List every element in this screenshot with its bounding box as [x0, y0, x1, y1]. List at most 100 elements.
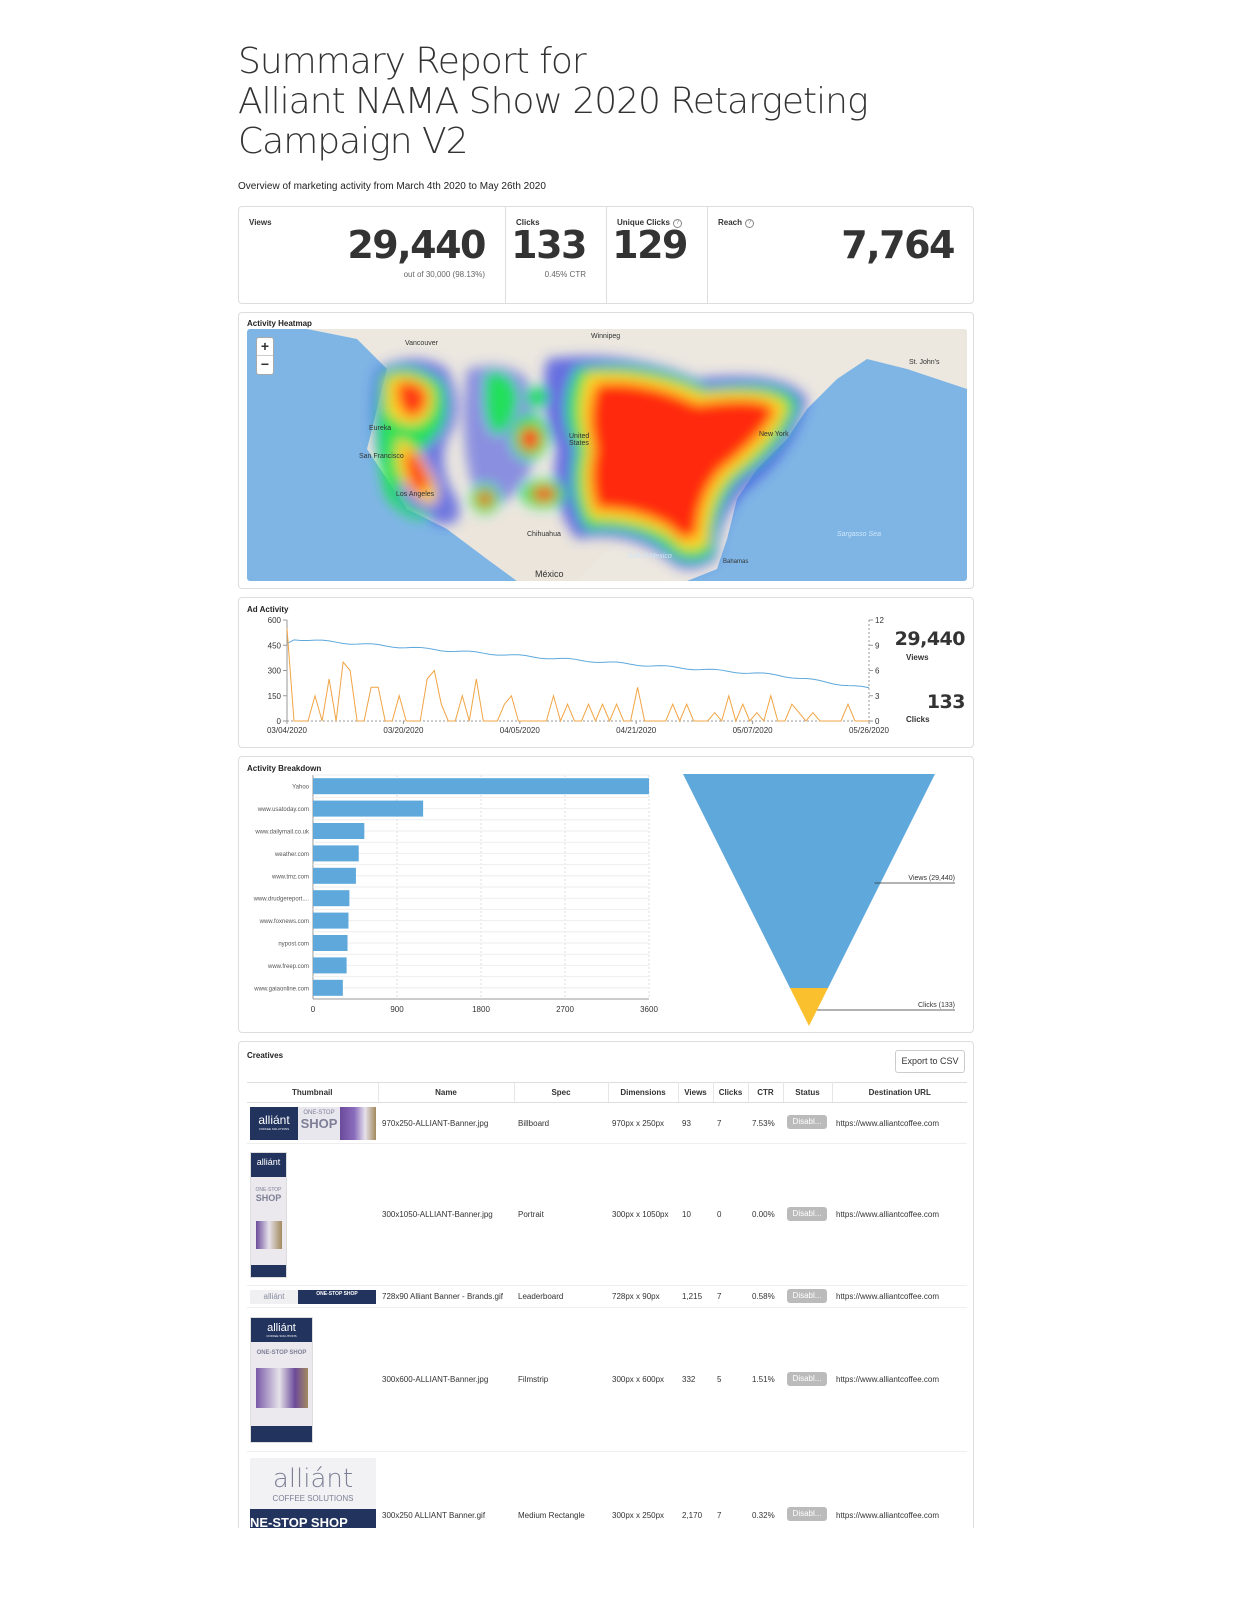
bar: [313, 823, 365, 839]
creative-dimensions: 300px x 1050px: [608, 1143, 678, 1286]
creative-spec: Billboard: [514, 1102, 608, 1144]
funnel-clicks-segment: [790, 988, 828, 1026]
clicks-line: [286, 628, 869, 723]
thumb-brand-panel: alliánt: [251, 1152, 286, 1177]
creative-thumbnail[interactable]: alliánt ONE-STOP SHOP: [250, 1151, 287, 1278]
report-subtitle: Overview of marketing activity from Marc…: [238, 181, 546, 192]
creative-clicks: 7: [713, 1285, 748, 1308]
column-header[interactable]: Name: [378, 1082, 515, 1103]
column-header[interactable]: Destination URL: [832, 1082, 967, 1103]
destination-url[interactable]: https://www.alliantcoffee.com: [832, 1102, 967, 1144]
land-shape-east: [857, 329, 967, 389]
ad-views-label: Views: [906, 653, 929, 662]
column-header[interactable]: Status: [783, 1082, 833, 1103]
x-tick-label: 03/20/2020: [383, 726, 424, 735]
x-tick-label: 0: [311, 1005, 316, 1014]
status-badge[interactable]: Disabl...: [787, 1206, 827, 1221]
map-label: Bahamas: [723, 559, 749, 565]
title-line-2: Alliant NAMA Show 2020 Retargeting: [238, 81, 869, 122]
bar-label: www.foxnews.com: [259, 919, 309, 925]
thumb-brand: alliánt: [258, 1112, 290, 1127]
thumb-brand: alliánt: [250, 1289, 298, 1304]
table-row[interactable]: alliánt COFFEE SOLUTIONS ONE-STOP SHOP 9…: [247, 1102, 967, 1144]
creative-thumbnail[interactable]: alliánt COFFEE SOLUTIONS ONE-STOP SHOP: [250, 1106, 376, 1140]
thumb-shop: SHOP: [255, 1192, 282, 1203]
help-icon[interactable]: ?: [745, 219, 755, 228]
thumb-brand-panel: alliánt COFFEE SOLUTIONS: [250, 1458, 376, 1503]
status-badge[interactable]: Disabl...: [787, 1371, 827, 1386]
creative-thumbnail[interactable]: alliánt ONE-STOP SHOP: [250, 1289, 376, 1304]
creative-name: 300x250 ALLIANT Banner.gif: [378, 1451, 514, 1528]
column-header[interactable]: Dimensions: [608, 1082, 679, 1103]
bar: [313, 778, 649, 795]
thumbnail-cell: alliánt COFFEE SOLUTIONS ONE-STOP SHOP: [247, 1102, 378, 1144]
table-row[interactable]: alliánt COFFEE SOLUTIONS NE-STOP SHOP 30…: [247, 1451, 967, 1528]
thumb-shop-panel: ONE-STOP SHOP: [298, 1106, 340, 1140]
map-label: México: [535, 569, 564, 579]
table-row[interactable]: alliánt COFFEE SOLUTIONS ONE-STOP SHOP 3…: [247, 1307, 967, 1452]
bar-label: www.drudgereport....: [253, 897, 310, 903]
thumb-product-image: [340, 1106, 376, 1140]
status-cell: Disabl...: [783, 1285, 832, 1308]
funnel-views-label: Views (29,440): [908, 875, 955, 882]
map-canvas: [307, 329, 967, 581]
thumb-shop: SHOP: [300, 1115, 338, 1131]
map-label: St. John's: [909, 359, 940, 366]
destination-url[interactable]: https://www.alliantcoffee.com: [832, 1307, 967, 1452]
creative-clicks: 7: [713, 1102, 748, 1144]
bar-label: www.tmz.com: [271, 874, 309, 880]
map-label: San Francisco: [359, 453, 404, 460]
thumb-product-image: [255, 1367, 308, 1408]
thumb-brand-sub: COFFEE SOLUTIONS: [258, 1126, 290, 1131]
heatmap-map[interactable]: + − Vancouver Winnipeg Eureka San Franci…: [247, 329, 967, 581]
zoom-in-button[interactable]: +: [257, 338, 273, 356]
creative-name: 300x1050-ALLIANT-Banner.jpg: [378, 1143, 514, 1286]
unique-clicks-stat: Unique Clicks? 129: [607, 207, 708, 303]
zoom-out-button[interactable]: −: [260, 356, 270, 372]
bar-label: www.freep.com: [267, 964, 309, 970]
y-tick-label: 150: [268, 692, 282, 701]
status-badge[interactable]: Disabl...: [787, 1115, 827, 1129]
destination-url[interactable]: https://www.alliantcoffee.com: [832, 1451, 967, 1528]
thumb-one-stop-shop: NE-STOP SHOP: [250, 1509, 376, 1528]
status-badge[interactable]: Disabl...: [787, 1288, 827, 1303]
y2-tick-label: 9: [875, 641, 880, 650]
map-label: Chihuahua: [527, 531, 561, 538]
status-badge[interactable]: Disabl...: [787, 1507, 827, 1521]
creative-thumbnail[interactable]: alliánt COFFEE SOLUTIONS ONE-STOP SHOP: [250, 1316, 313, 1443]
bar: [313, 935, 348, 951]
map-label: Vancouver: [405, 340, 438, 347]
creative-spec: Filmstrip: [514, 1307, 608, 1452]
destination-url[interactable]: https://www.alliantcoffee.com: [832, 1143, 967, 1286]
creative-thumbnail[interactable]: alliánt COFFEE SOLUTIONS NE-STOP SHOP: [250, 1458, 376, 1528]
column-header[interactable]: CTR: [748, 1082, 784, 1103]
export-csv-button[interactable]: Export to CSV: [895, 1050, 965, 1073]
creative-clicks: 5: [713, 1307, 748, 1452]
destination-url[interactable]: https://www.alliantcoffee.com: [832, 1285, 967, 1308]
table-row[interactable]: alliánt ONE-STOP SHOP 728x90 Alliant Ban…: [247, 1285, 967, 1308]
creative-ctr: 0.32%: [748, 1451, 783, 1528]
creative-name: 300x600-ALLIANT-Banner.jpg: [378, 1307, 514, 1452]
ad-activity-card: Ad Activity 600 12 450 9 300 6 150 3 0 0 03/04/202…: [238, 597, 974, 748]
bar: [313, 845, 359, 862]
thumb-one-stop: ONE-STOP: [303, 1109, 335, 1116]
help-icon[interactable]: ?: [672, 219, 682, 228]
bar-label: Yahoo: [292, 785, 310, 791]
column-header[interactable]: Spec: [514, 1082, 609, 1103]
heat-layer: [372, 356, 807, 569]
thumb-brand-sub: COFFEE SOLUTIONS: [272, 1494, 354, 1503]
map-label: New York: [759, 431, 789, 438]
bar: [313, 912, 349, 929]
column-header[interactable]: Thumbnail: [247, 1082, 379, 1103]
x-tick-label: 05/26/2020: [849, 726, 889, 735]
column-header[interactable]: Clicks: [713, 1082, 749, 1103]
reach-label-wrap: Reach?: [718, 218, 755, 228]
thumb-brand: alliánt: [256, 1156, 281, 1167]
table-row[interactable]: alliánt ONE-STOP SHOP 300x1050-ALLIANT-B…: [247, 1143, 967, 1286]
x-tick-label: 04/21/2020: [616, 726, 657, 735]
column-header[interactable]: Views: [678, 1082, 714, 1103]
bar-label: nypost.com: [278, 942, 309, 948]
clicks-sub: 0.45% CTR: [544, 270, 586, 279]
heatmap-card: Activity Heatmap: [238, 312, 974, 589]
